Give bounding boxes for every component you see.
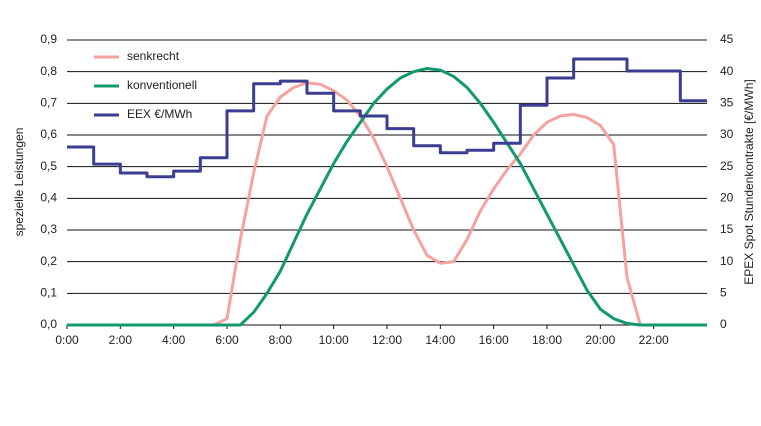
y-tick-label: 0,9: [40, 32, 57, 46]
y2-tick-label: 20: [720, 191, 734, 205]
x-tick-label: 10:00: [319, 333, 349, 347]
y2-tick-label: 45: [720, 32, 734, 46]
x-tick-label: 20:00: [585, 333, 615, 347]
y-tick-label: 0,0: [40, 317, 57, 331]
y-tick-label: 0,3: [40, 222, 57, 236]
x-tick-label: 4:00: [162, 333, 186, 347]
x-tick-label: 12:00: [372, 333, 402, 347]
y2-tick-label: 40: [720, 64, 734, 78]
x-tick-label: 18:00: [532, 333, 562, 347]
x-tick-label: 22:00: [639, 333, 669, 347]
y-tick-label: 0,2: [40, 254, 57, 268]
y-tick-label: 0,8: [40, 64, 57, 78]
y-tick-label: 0,1: [40, 286, 57, 300]
y2-tick-label: 5: [720, 286, 727, 300]
series-line: [67, 57, 707, 179]
x-tick-label: 2:00: [109, 333, 133, 347]
x-tick-label: 6:00: [215, 333, 239, 347]
y-tick-label: 0,5: [40, 159, 57, 173]
y-tick-label: 0,4: [40, 191, 57, 205]
y2-tick-label: 30: [720, 127, 734, 141]
series-line: [67, 67, 707, 327]
legend-label: EEX €/MWh: [127, 107, 192, 121]
y2-tick-label: 35: [720, 96, 734, 110]
y2-axis-title: EPEX Spot Stundenkontrakte [€/MWh]: [742, 79, 756, 284]
y2-tick-label: 15: [720, 222, 734, 236]
legend-label: konventionell: [127, 78, 197, 92]
y2-tick-label: 0: [720, 317, 727, 331]
x-tick-label: 0:00: [55, 333, 79, 347]
y-tick-label: 0,6: [40, 127, 57, 141]
y2-tick-label: 10: [720, 254, 734, 268]
legend-label: senkrecht: [127, 49, 180, 63]
y-axis-title: spezielle Leistungen: [12, 128, 26, 237]
x-tick-label: 16:00: [479, 333, 509, 347]
x-tick-label: 8:00: [269, 333, 293, 347]
x-tick-label: 14:00: [425, 333, 455, 347]
y-tick-label: 0,7: [40, 96, 57, 110]
y2-tick-label: 25: [720, 159, 734, 173]
